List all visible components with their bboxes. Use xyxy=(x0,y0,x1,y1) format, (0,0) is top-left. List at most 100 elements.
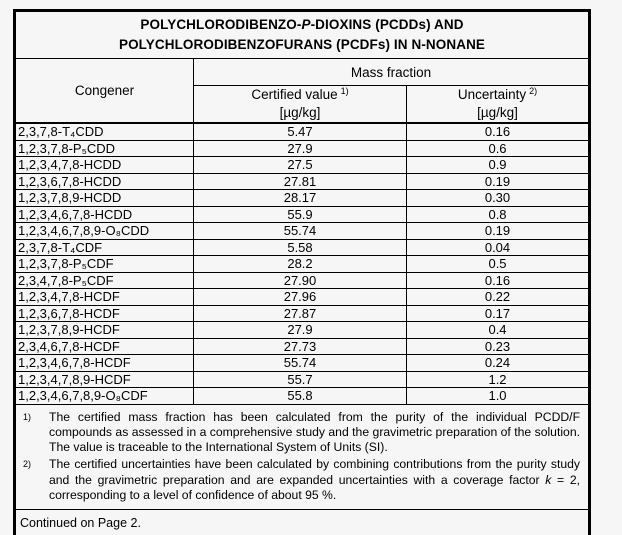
table-row: 1,2,3,4,6,7,8-HCDD 55.9 0.8 xyxy=(14,205,591,223)
uncertainty-label: Uncertainty xyxy=(457,87,527,103)
certified-value-cell: 5.47 xyxy=(193,122,407,141)
footnote-marker: 1) xyxy=(23,411,32,422)
certificate-table: POLYCHLORODIBENZO-P-DIOXINS (PCDDs) AND … xyxy=(13,9,592,535)
continued-row: Continued on Page 2. xyxy=(13,509,591,535)
congener-cell: 2,3,7,8-T₄CDF xyxy=(14,238,194,256)
uncertainty-cell: 0.30 xyxy=(405,189,591,207)
certified-value-cell: 55.9 xyxy=(193,205,407,223)
certified-value-cell: 27.90 xyxy=(193,271,407,289)
document-title: POLYCHLORODIBENZO-P-DIOXINS (PCDDs) AND … xyxy=(13,10,591,59)
certified-value-cell: 28.17 xyxy=(193,189,407,207)
footnote-1: 1) The certified mass fraction has been … xyxy=(16,410,588,456)
title-line1-italic-p: P xyxy=(301,16,311,32)
certified-value-cell: 27.73 xyxy=(193,337,407,355)
certified-value-cell: 27.81 xyxy=(193,172,407,190)
footnote-text-pre: The certified mass fraction has been cal… xyxy=(49,409,581,455)
certified-unit-label: [µg/kg] xyxy=(279,105,321,120)
congener-cell: 2,3,7,8-T₄CDD xyxy=(14,122,194,141)
certified-value-cell: 55.8 xyxy=(193,387,407,405)
certified-value-cell: 28.2 xyxy=(193,255,407,273)
title-row: POLYCHLORODIBENZO-P-DIOXINS (PCDDs) AND … xyxy=(13,10,591,59)
certified-value-cell: 27.5 xyxy=(193,156,407,174)
uncertainty-cell: 1.2 xyxy=(405,370,591,388)
title-line2: POLYCHLORODIBENZOFURANS (PCDFs) IN N-NON… xyxy=(118,37,486,52)
uncertainty-cell: 0.6 xyxy=(405,139,591,157)
table-row: 1,2,3,4,7,8-HCDF 27.96 0.22 xyxy=(14,288,591,306)
congener-cell: 1,2,3,4,6,7,8,9-O₈CDD xyxy=(14,222,194,240)
certified-value-cell: 55.74 xyxy=(193,222,407,240)
certified-value-cell: 27.9 xyxy=(193,321,407,339)
table-row: 2,3,4,7,8-P₅CDF 27.90 0.16 xyxy=(14,271,591,289)
certified-value-cell: 5.58 xyxy=(193,238,407,256)
mass-fraction-header: Mass fraction xyxy=(192,58,591,86)
certified-value-label: Certified value xyxy=(251,87,338,103)
congener-cell: 1,2,3,6,7,8-HCDD xyxy=(14,172,194,190)
table-row: 1,2,3,4,6,7,8-HCDF 55.74 0.24 xyxy=(14,354,591,372)
footnote-text-post: = 2, corresponding to a level of confide… xyxy=(49,472,581,502)
certified-value-cell: 27.87 xyxy=(193,304,407,322)
title-line1-pre: POLYCHLORODIBENZO- xyxy=(140,16,302,32)
uncertainty-cell: 0.8 xyxy=(405,205,591,223)
congener-cell: 1,2,3,4,7,8-HCDD xyxy=(14,156,194,174)
uncertainty-cell: 0.17 xyxy=(405,304,591,322)
congener-cell: 1,2,3,4,6,7,8-HCDF xyxy=(14,354,194,372)
congener-cell: 2,3,4,7,8-P₅CDF xyxy=(14,271,194,289)
footnote-marker: 2) xyxy=(23,459,32,470)
certified-value-header: Certified value 1) [µg/kg] xyxy=(193,85,407,124)
uncertainty-cell: 0.16 xyxy=(405,271,591,289)
table-row: 1,2,3,4,7,8,9-HCDF 55.7 1.2 xyxy=(14,370,591,388)
footnote-ref-2: 2) xyxy=(529,85,538,96)
footnotes-row: 1) The certified mass fraction has been … xyxy=(13,403,591,511)
congener-cell: 1,2,3,7,8,9-HCDD xyxy=(14,189,194,207)
header-row-1: Congener Mass fraction xyxy=(14,58,591,124)
certified-value-cell: 55.7 xyxy=(193,370,407,388)
table-row: 1,2,3,7,8-P₅CDD 27.9 0.6 xyxy=(14,139,591,157)
congener-cell: 1,2,3,7,8-P₅CDF xyxy=(14,255,194,273)
footnote-text-pre: The certified uncertainties have been ca… xyxy=(49,457,581,487)
footnote-ref-1: 1) xyxy=(340,85,349,96)
uncertainty-unit-label: [µg/kg] xyxy=(477,105,518,120)
congener-cell: 1,2,3,4,7,8-HCDF xyxy=(14,288,194,306)
title-line1-post: -DIOXINS (PCDDs) AND xyxy=(310,16,464,32)
table-row: 1,2,3,6,7,8-HCDD 27.81 0.19 xyxy=(14,172,591,190)
uncertainty-cell: 0.19 xyxy=(405,172,591,190)
certified-value-cell: 27.96 xyxy=(193,288,407,306)
congener-cell: 1,2,3,7,8,9-HCDF xyxy=(14,321,194,339)
table-row: 1,2,3,4,6,7,8,9-O₈CDF 55.8 1.0 xyxy=(14,387,591,405)
table-row: 1,2,3,4,6,7,8,9-O₈CDD 55.74 0.19 xyxy=(14,222,591,240)
congener-column-header: Congener xyxy=(14,58,194,124)
congener-cell: 1,2,3,7,8-P₅CDD xyxy=(14,139,194,157)
uncertainty-cell: 0.04 xyxy=(405,238,591,256)
table-row: 2,3,7,8-T₄CDF 5.58 0.04 xyxy=(14,238,591,256)
uncertainty-header: Uncertainty 2) [µg/kg] xyxy=(405,85,591,124)
uncertainty-cell: 1.0 xyxy=(405,387,591,405)
footnote-text-italic: k xyxy=(545,472,552,487)
continued-note: Continued on Page 2. xyxy=(13,509,591,535)
table-row: 1,2,3,7,8,9-HCDD 28.17 0.30 xyxy=(14,189,591,207)
congener-cell: 2,3,4,6,7,8-HCDF xyxy=(14,337,194,355)
table-row: 2,3,4,6,7,8-HCDF 27.73 0.23 xyxy=(14,337,591,355)
footnotes-section: 1) The certified mass fraction has been … xyxy=(13,403,591,511)
congener-cell: 1,2,3,4,6,7,8,9-O₈CDF xyxy=(14,387,194,405)
uncertainty-cell: 0.23 xyxy=(405,337,591,355)
table-row: 1,2,3,7,8-P₅CDF 28.2 0.5 xyxy=(14,255,591,273)
certified-value-cell: 27.9 xyxy=(193,139,407,157)
certified-value-cell: 55.74 xyxy=(193,354,407,372)
header-row-2: Certified value 1) [µg/kg] Uncertainty 2) … xyxy=(15,85,591,124)
table-row: 1,2,3,4,7,8-HCDD 27.5 0.9 xyxy=(14,156,591,174)
uncertainty-cell: 0.22 xyxy=(405,288,591,306)
uncertainty-cell: 0.19 xyxy=(405,222,591,240)
footnote-2: 2) The certified uncertainties have been… xyxy=(16,457,588,503)
title-line1: POLYCHLORODIBENZO-P-DIOXINS (PCDDs) AND xyxy=(16,15,588,35)
table-row: 2,3,7,8-T₄CDD 5.47 0.16 xyxy=(14,122,591,141)
table-row: 1,2,3,7,8,9-HCDF 27.9 0.4 xyxy=(14,321,591,339)
uncertainty-cell: 0.4 xyxy=(405,321,591,339)
uncertainty-cell: 0.24 xyxy=(405,354,591,372)
congener-cell: 1,2,3,6,7,8-HCDF xyxy=(14,304,194,322)
uncertainty-cell: 0.16 xyxy=(405,122,591,141)
footnote-text: The certified mass fraction has been cal… xyxy=(49,410,588,456)
congener-cell: 1,2,3,4,6,7,8-HCDD xyxy=(14,205,194,223)
congener-cell: 1,2,3,4,7,8,9-HCDF xyxy=(14,370,194,388)
uncertainty-cell: 0.5 xyxy=(405,255,591,273)
uncertainty-cell: 0.9 xyxy=(405,156,591,174)
